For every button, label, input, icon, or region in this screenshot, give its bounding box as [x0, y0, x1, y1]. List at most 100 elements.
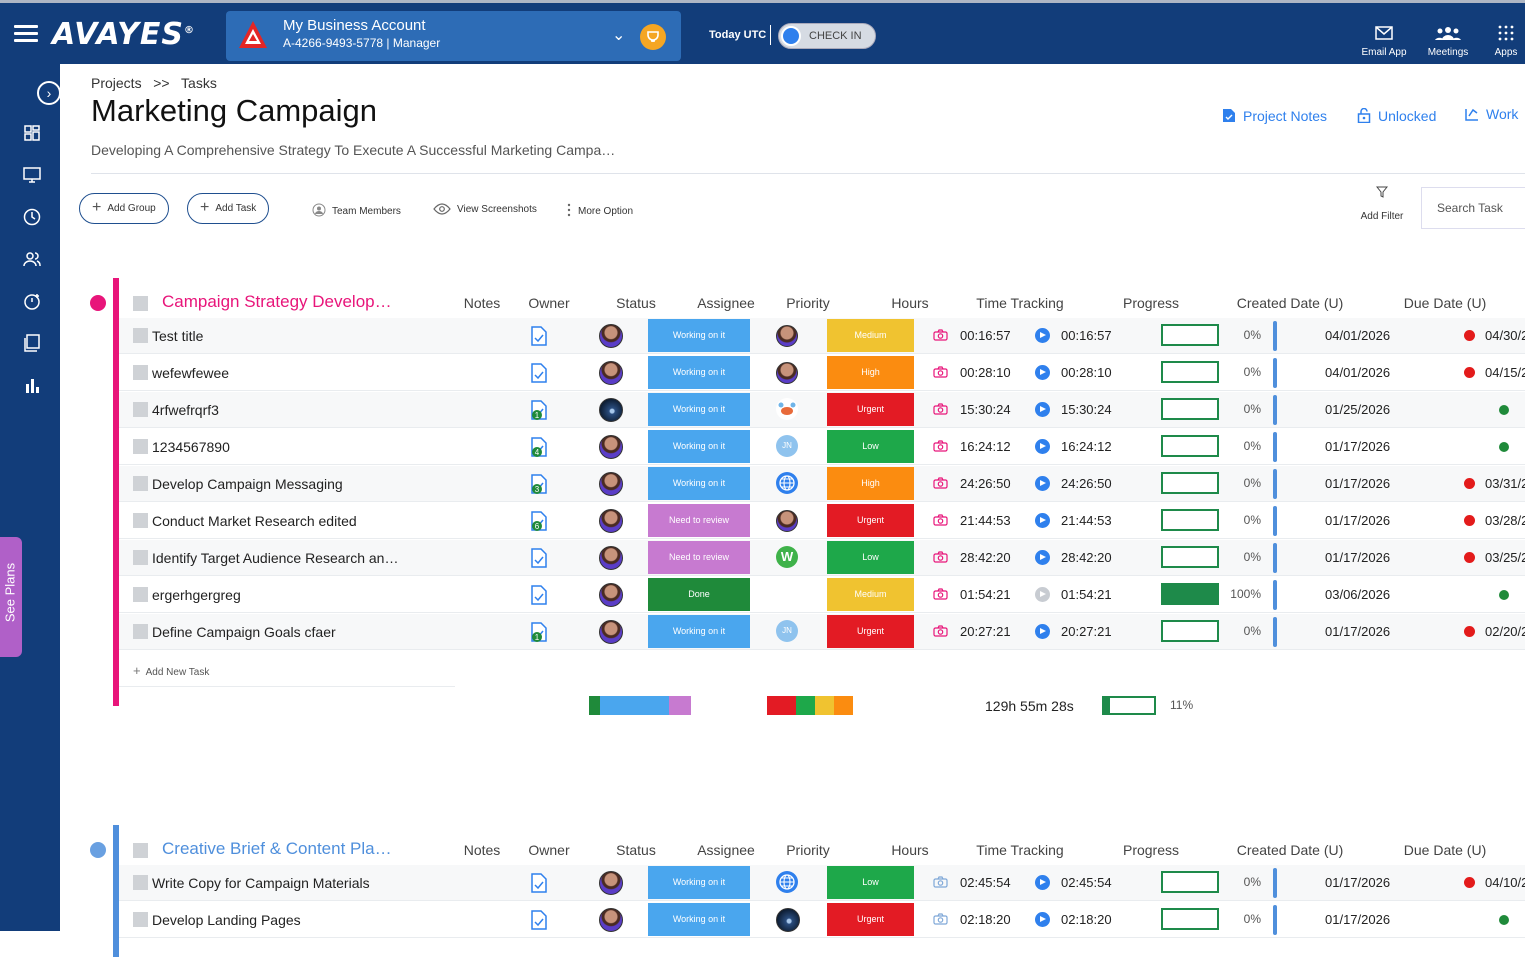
priority-badge[interactable]: Low: [827, 541, 914, 574]
task-row[interactable]: Develop Landing Pages Working on it Urgent…: [119, 902, 1525, 938]
priority-badge[interactable]: High: [827, 356, 914, 389]
view-screenshots-button[interactable]: View Screenshots: [433, 203, 537, 215]
play-timer-icon[interactable]: [1035, 513, 1050, 528]
priority-badge[interactable]: Low: [827, 866, 914, 899]
priority-badge[interactable]: High: [827, 467, 914, 500]
camera-icon[interactable]: [933, 588, 948, 600]
priority-badge[interactable]: Low: [827, 430, 914, 463]
task-row[interactable]: 4rfwefrqrf3 1 Working on it Urgent 15:30:24 1…: [119, 392, 1525, 428]
due-date[interactable]: 04/30/2026: [1485, 328, 1525, 343]
task-checkbox[interactable]: [133, 402, 148, 417]
see-plans-tab[interactable]: See Plans: [0, 537, 22, 657]
hamburger-menu-icon[interactable]: [14, 25, 38, 43]
column-header[interactable]: Progress: [1122, 842, 1180, 858]
owner-avatar[interactable]: [599, 509, 623, 533]
status-badge[interactable]: Done: [648, 578, 750, 611]
owner-avatar[interactable]: [599, 361, 623, 385]
camera-icon[interactable]: [933, 440, 948, 452]
priority-badge[interactable]: Urgent: [827, 903, 914, 936]
task-row[interactable]: Develop Campaign Messaging 3 Working on it…: [119, 466, 1525, 502]
task-name[interactable]: Identify Target Audience Research an…: [152, 550, 399, 566]
assignee-initials[interactable]: JN: [776, 435, 798, 457]
add-group-button[interactable]: + Add Group: [79, 193, 169, 224]
task-name[interactable]: 1234567890: [152, 439, 230, 455]
team-members-button[interactable]: Team Members: [312, 203, 401, 217]
task-notes-icon[interactable]: [530, 548, 547, 568]
app-logo[interactable]: AVAYES®: [52, 17, 195, 52]
task-checkbox[interactable]: [133, 513, 148, 528]
column-header[interactable]: Time Tracking: [976, 295, 1064, 311]
group-name[interactable]: Creative Brief & Content Pla…: [162, 839, 392, 858]
play-timer-icon[interactable]: [1035, 365, 1050, 380]
column-header[interactable]: Due Date (U): [1403, 842, 1487, 858]
task-checkbox[interactable]: [133, 587, 148, 602]
owner-avatar[interactable]: [599, 324, 623, 348]
task-notes-icon[interactable]: [530, 585, 547, 605]
clock-icon[interactable]: [23, 208, 41, 226]
priority-badge[interactable]: Urgent: [827, 393, 914, 426]
task-row[interactable]: 1234567890 4 Working on it JN Low 16:24:12 16:…: [119, 429, 1525, 465]
column-header[interactable]: Owner: [528, 295, 570, 311]
owner-avatar[interactable]: [599, 435, 623, 459]
column-header[interactable]: Hours: [891, 842, 929, 858]
search-task-input[interactable]: Search Task: [1421, 187, 1525, 229]
play-timer-icon[interactable]: [1035, 875, 1050, 890]
task-row[interactable]: Define Campaign Goals cfaer 1 Working on i…: [119, 614, 1525, 650]
task-notes-icon[interactable]: [530, 910, 547, 930]
camera-icon[interactable]: [933, 477, 948, 489]
expand-sidebar-icon[interactable]: ›: [37, 81, 61, 105]
task-checkbox[interactable]: [133, 912, 148, 927]
assignee-globe-icon[interactable]: [776, 472, 798, 494]
status-badge[interactable]: Working on it: [648, 866, 750, 899]
assignee-avatar[interactable]: [776, 362, 798, 384]
task-row[interactable]: wefewfewee Working on it High 00:28:10 00:28…: [119, 355, 1525, 391]
group-name[interactable]: Campaign Strategy Develop…: [162, 292, 392, 311]
collapse-group-icon[interactable]: [90, 295, 106, 311]
column-header[interactable]: Assignee: [697, 842, 755, 858]
column-header[interactable]: Priority: [786, 842, 830, 858]
tasks-icon[interactable]: [23, 334, 41, 352]
add-filter-button[interactable]: Add Filter: [1357, 186, 1407, 222]
owner-avatar[interactable]: [599, 546, 623, 570]
priority-badge[interactable]: Urgent: [827, 615, 914, 648]
monitor-icon[interactable]: [23, 166, 41, 184]
add-new-task-button[interactable]: + Add New Task: [119, 651, 455, 687]
assignee-globe-icon[interactable]: [776, 871, 798, 893]
account-switcher[interactable]: My Business Account A-4266-9493-5778 | M…: [226, 11, 681, 61]
due-date[interactable]: 03/31/2026: [1485, 476, 1525, 491]
task-checkbox[interactable]: [133, 365, 148, 380]
owner-avatar[interactable]: [599, 398, 623, 422]
task-notes-icon[interactable]: [530, 326, 547, 346]
chart-icon[interactable]: [23, 376, 41, 394]
owner-avatar[interactable]: [599, 871, 623, 895]
assignee-crab-icon[interactable]: [776, 398, 798, 420]
play-timer-icon[interactable]: [1035, 550, 1050, 565]
play-timer-icon[interactable]: [1035, 912, 1050, 927]
priority-badge[interactable]: Urgent: [827, 504, 914, 537]
status-badge[interactable]: Working on it: [648, 903, 750, 936]
task-notes-icon[interactable]: [530, 363, 547, 383]
breadcrumb-tasks[interactable]: Tasks: [181, 75, 217, 91]
apps-button[interactable]: Apps: [1476, 25, 1525, 58]
task-checkbox[interactable]: [133, 439, 148, 454]
assignee-avatar[interactable]: [776, 510, 798, 532]
camera-icon[interactable]: [933, 366, 948, 378]
task-notes-icon[interactable]: 3: [530, 474, 547, 494]
play-timer-icon[interactable]: [1035, 587, 1050, 602]
column-header[interactable]: Status: [616, 842, 656, 858]
camera-icon[interactable]: [933, 913, 948, 925]
task-notes-icon[interactable]: [530, 873, 547, 893]
column-header[interactable]: Hours: [891, 295, 929, 311]
task-name[interactable]: wefewfewee: [152, 365, 230, 381]
due-date[interactable]: 03/28/2026: [1485, 513, 1525, 528]
camera-icon[interactable]: [933, 625, 948, 637]
assignee-avatar[interactable]: [776, 908, 800, 932]
owner-avatar[interactable]: [599, 472, 623, 496]
task-name[interactable]: ergerhgergreg: [152, 587, 241, 603]
add-task-button[interactable]: + Add Task: [187, 193, 270, 224]
status-badge[interactable]: Need to review: [648, 504, 750, 537]
email-app-button[interactable]: Email App: [1354, 25, 1414, 58]
task-row[interactable]: ergerhgergreg Done Medium 01:54:21 01:54:21 1…: [119, 577, 1525, 613]
column-header[interactable]: Status: [616, 295, 656, 311]
trophy-icon[interactable]: [640, 24, 666, 50]
